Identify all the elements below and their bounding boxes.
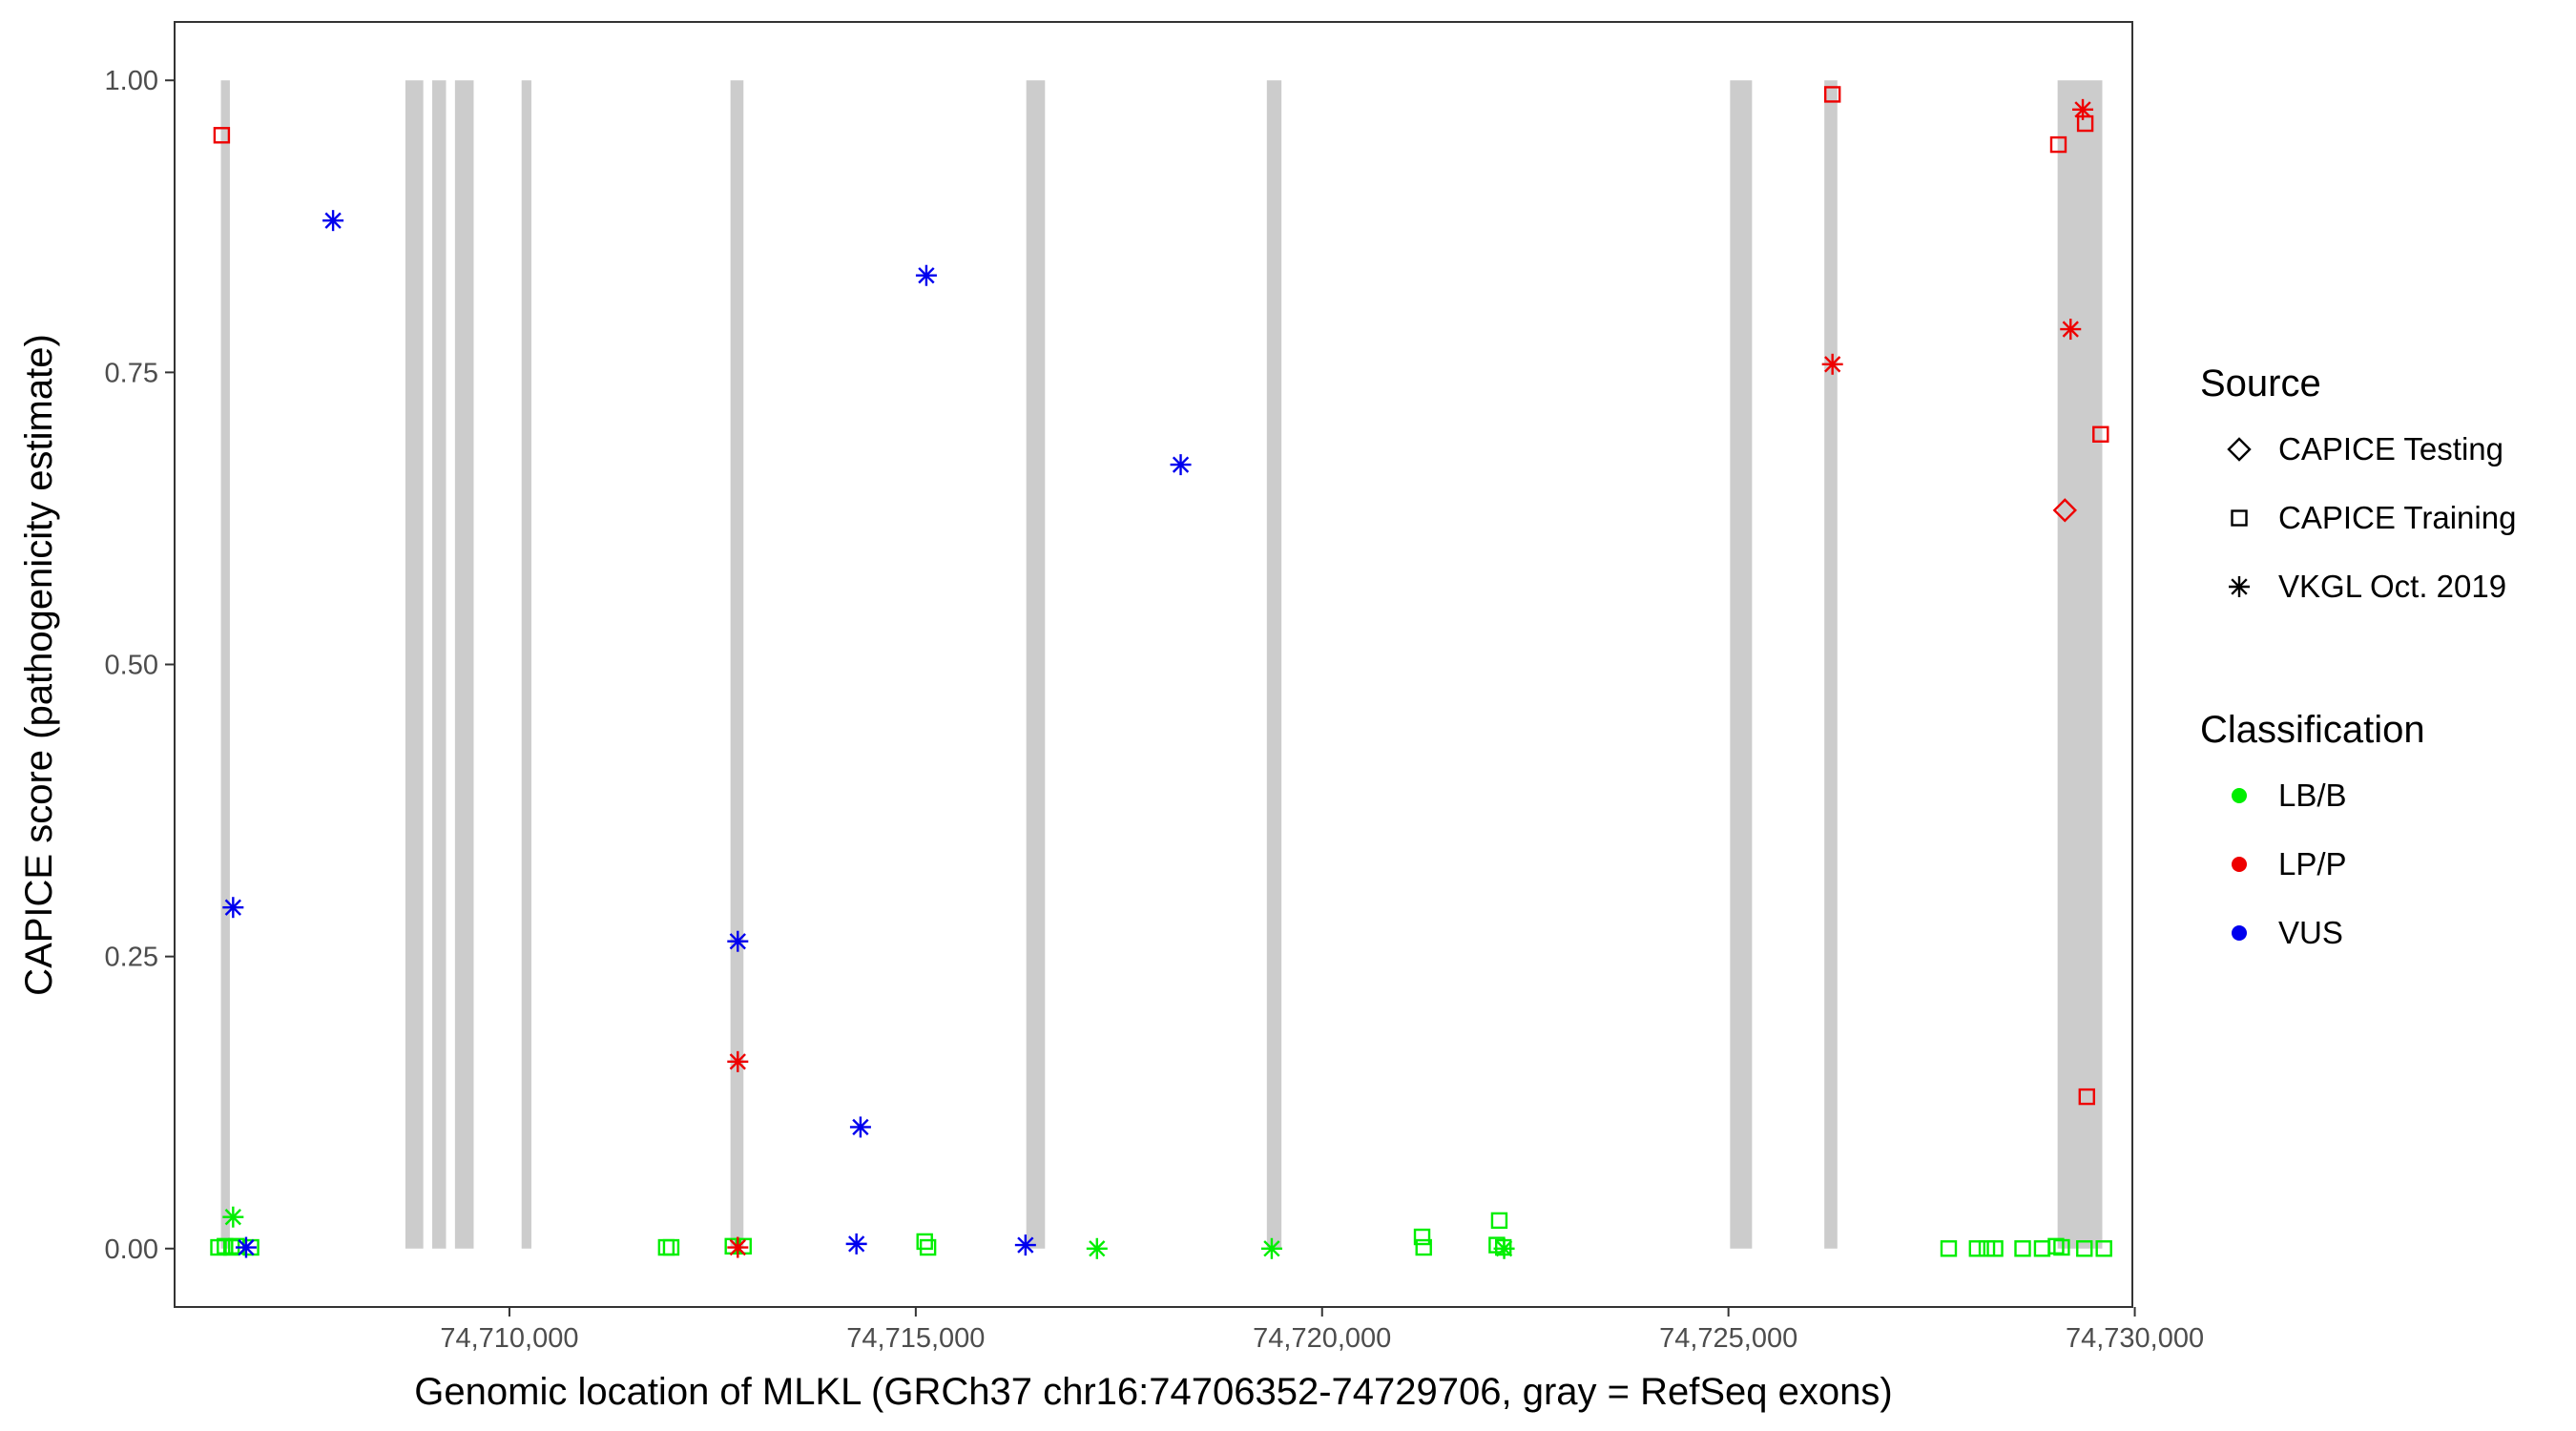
y-tick-label: 0.00 [105, 1234, 158, 1265]
data-point [2060, 319, 2082, 341]
data-point [1968, 1240, 1986, 1257]
data-point [1490, 1212, 1508, 1230]
exon-band-3 [432, 80, 447, 1249]
legend-key-diamond [2227, 437, 2252, 462]
exon-bands [220, 80, 2103, 1249]
data-point [1260, 1237, 1282, 1259]
data-point [1986, 1240, 2004, 1257]
exon-band-6 [730, 80, 744, 1249]
data-point [222, 897, 244, 919]
data-point [915, 264, 937, 286]
data-point [2076, 1240, 2093, 1257]
data-point [2078, 1088, 2095, 1106]
data-point [2095, 1240, 2112, 1257]
data-point [916, 1233, 933, 1251]
data-point [2092, 425, 2109, 443]
y-tick-label: 0.25 [105, 943, 158, 973]
y-axis-title: CAPICE score (pathogenicity estimate) [18, 334, 60, 996]
legend-label-capice-training: CAPICE Training [2278, 500, 2516, 535]
data-points [210, 86, 2112, 1259]
legend-source-keys [2227, 437, 2252, 597]
legend-label-lbb: LB/B [2278, 778, 2347, 813]
legend-key-square [2231, 509, 2248, 527]
exon-band-5 [521, 80, 531, 1249]
legend-label-lpp: LP/P [2278, 846, 2347, 881]
exon-band-10 [1824, 80, 1838, 1249]
legend-label-vkgl: VKGL Oct. 2019 [2278, 569, 2506, 604]
exon-band-11 [2057, 80, 2103, 1249]
data-point [1415, 1238, 1432, 1256]
exon-band-7 [1026, 80, 1046, 1249]
data-point [1821, 353, 1843, 375]
legend: Source CAPICE Testing CAPICE Training VK… [2200, 363, 2516, 950]
x-axis: 74,710,000 74,715,000 74,720,000 74,725,000… [440, 1307, 2204, 1354]
y-tick-label: 0.50 [105, 651, 158, 681]
y-axis: 0.00 0.25 0.50 0.75 1.00 [105, 66, 175, 1265]
x-axis-title: Genomic location of MLKL (GRCh37 chr16:7… [414, 1371, 1892, 1413]
data-point [1170, 454, 1192, 476]
data-point [1086, 1237, 1108, 1259]
legend-key-asterisk [2229, 576, 2250, 597]
data-point [2047, 1237, 2065, 1255]
data-point [2076, 114, 2094, 133]
legend-key-color [2232, 857, 2247, 872]
data-point [727, 1050, 749, 1072]
x-tick-label: 74,730,000 [2066, 1323, 2204, 1354]
legend-title-classification: Classification [2200, 709, 2425, 751]
exon-band-2 [405, 80, 424, 1249]
legend-label-capice-testing: CAPICE Testing [2278, 431, 2503, 467]
data-point [1014, 1234, 1036, 1256]
x-tick-label: 74,720,000 [1253, 1323, 1391, 1354]
data-point [2014, 1240, 2031, 1257]
y-tick-label: 0.75 [105, 358, 158, 388]
data-point [662, 1238, 680, 1256]
legend-classification-keys [2232, 788, 2247, 941]
data-point [727, 930, 749, 952]
legend-key-color [2232, 925, 2247, 941]
data-point [2053, 1238, 2070, 1256]
legend-title-source: Source [2200, 363, 2321, 404]
x-tick-label: 74,725,000 [1659, 1323, 1797, 1354]
data-point [2072, 98, 2094, 120]
data-point [2052, 498, 2077, 523]
legend-key-color [2232, 788, 2247, 803]
data-point [2049, 135, 2067, 154]
exon-band-8 [1266, 80, 1282, 1249]
data-point [1823, 86, 1841, 103]
data-point [1413, 1228, 1431, 1246]
legend-label-vus: VUS [2278, 915, 2343, 950]
y-tick-label: 1.00 [105, 66, 158, 96]
data-point [235, 1236, 257, 1258]
data-point [919, 1238, 937, 1256]
exon-band-9 [1730, 80, 1753, 1249]
exon-band-1 [220, 80, 230, 1249]
data-point [322, 210, 344, 232]
data-point [1940, 1240, 1958, 1257]
data-point [1493, 1237, 1515, 1259]
data-point [222, 1206, 244, 1228]
data-point [213, 127, 231, 144]
x-tick-label: 74,710,000 [440, 1323, 578, 1354]
data-point [849, 1116, 871, 1138]
data-point [845, 1233, 867, 1255]
data-point [727, 1236, 749, 1258]
x-tick-label: 74,715,000 [846, 1323, 985, 1354]
exon-band-4 [454, 80, 474, 1249]
